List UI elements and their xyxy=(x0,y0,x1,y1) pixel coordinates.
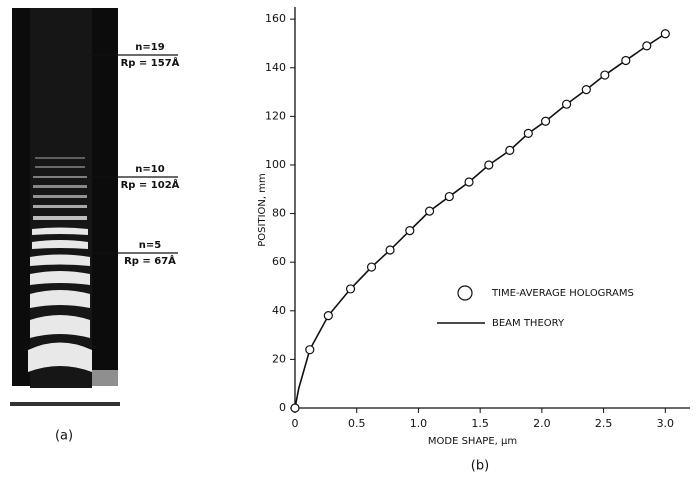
x-tick-label: 2.5 xyxy=(595,417,613,430)
fringes xyxy=(10,157,120,406)
fringe-radius: Rp = 67Å xyxy=(124,254,176,267)
data-point xyxy=(323,311,333,321)
panel-label: (b) xyxy=(471,459,489,474)
chart: 0 0.5 1.0 1.5 2.0 2.5 3.0 0 20 40 60 80 100 120 140 160… xyxy=(257,7,690,474)
y-tick-label: 100 xyxy=(265,158,286,171)
data-point xyxy=(464,177,474,187)
data-point xyxy=(345,284,356,294)
y-tick-label: 120 xyxy=(265,109,286,122)
y-tick-label: 40 xyxy=(272,304,286,317)
y-axis-label: POSITION, mm xyxy=(257,173,268,246)
data-point xyxy=(305,345,315,355)
photo-panel: (a) xyxy=(10,8,120,444)
data-point xyxy=(581,85,591,95)
data-point xyxy=(290,403,300,413)
x-axis-label: MODE SHAPE, μm xyxy=(428,436,517,447)
data-point xyxy=(600,70,610,80)
y-tick-label: 20 xyxy=(272,352,286,365)
data-point xyxy=(621,55,631,66)
fringe-radius: Rp = 157Å xyxy=(121,56,180,69)
x-tick-label: 1.5 xyxy=(471,417,489,430)
x-tick-label: 2.0 xyxy=(533,417,551,430)
theory-line xyxy=(294,33,666,409)
y-tick-label: 60 xyxy=(272,255,286,268)
y-tick-label: 0 xyxy=(279,401,286,414)
x-tick-label: 1.0 xyxy=(410,417,428,430)
annotations: n=19 Rp = 157Å n=10 Rp = 102Å n=5 Rp = 67Å xyxy=(90,42,180,267)
legend-label: BEAM THEORY xyxy=(492,318,565,329)
fringe-radius: Rp = 102Å xyxy=(121,178,180,191)
fringe-order: n=5 xyxy=(139,240,161,251)
data-point xyxy=(385,245,395,255)
legend-marker xyxy=(457,285,473,301)
data-point xyxy=(540,116,551,126)
y-tick-label: 160 xyxy=(265,12,286,25)
x-tick-label: 0 xyxy=(292,417,299,430)
y-tick-label: 80 xyxy=(272,207,286,220)
panel-label: (a) xyxy=(55,429,73,444)
data-point xyxy=(660,29,670,39)
data-point xyxy=(561,99,572,109)
data-point xyxy=(366,262,377,272)
x-tick-label: 0.5 xyxy=(348,417,366,430)
data-point xyxy=(523,128,533,138)
fringe-order: n=19 xyxy=(135,42,164,53)
data-point xyxy=(642,41,652,51)
legend-label: TIME-AVERAGE HOLOGRAMS xyxy=(491,288,634,299)
data-point xyxy=(444,191,454,202)
data-point xyxy=(405,225,415,236)
x-tick-label: 3.0 xyxy=(657,417,675,430)
data-point xyxy=(505,145,515,155)
y-tick-label: 140 xyxy=(265,61,286,74)
data-point xyxy=(484,160,494,170)
data-point xyxy=(424,206,435,216)
fringe-order: n=10 xyxy=(135,164,164,175)
